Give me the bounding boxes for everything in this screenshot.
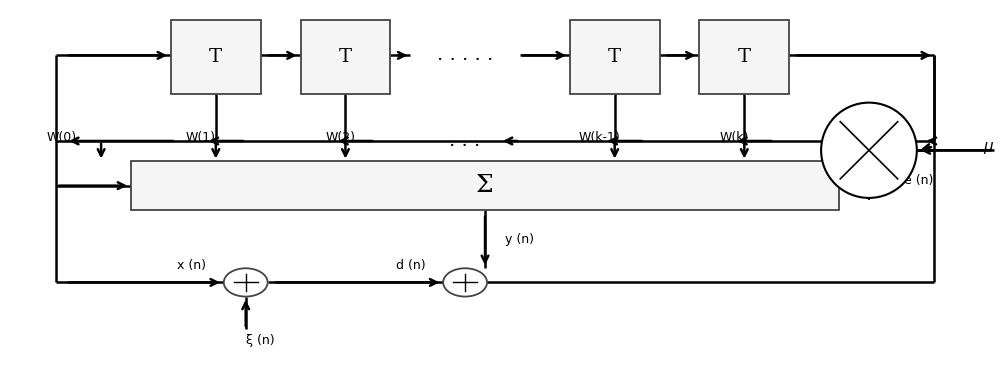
Text: W(k-1): W(k-1) [579,131,621,144]
Text: y (n): y (n) [505,232,534,246]
Ellipse shape [443,268,487,297]
Text: W(0): W(0) [46,131,76,144]
Text: W(2): W(2) [325,131,355,144]
Text: T: T [738,48,751,66]
Ellipse shape [821,103,917,198]
Bar [131,162,839,210]
Text: μ: μ [984,139,993,154]
Text: W(1): W(1) [186,131,216,144]
Text: Σ: Σ [476,174,494,197]
Text: e (n): e (n) [904,174,933,186]
Text: T: T [339,48,352,66]
Bar [301,20,390,94]
Text: d (n): d (n) [396,259,425,272]
Text: T: T [608,48,621,66]
Bar [171,20,261,94]
Text: . . . . .: . . . . . [437,46,493,64]
Bar [570,20,660,94]
Ellipse shape [224,268,268,297]
Text: W(k): W(k) [720,131,749,144]
Text: ξ (n): ξ (n) [246,334,274,346]
Text: T: T [209,48,222,66]
Text: . . .: . . . [449,132,481,150]
Text: x (n): x (n) [177,259,206,272]
Bar [699,20,789,94]
